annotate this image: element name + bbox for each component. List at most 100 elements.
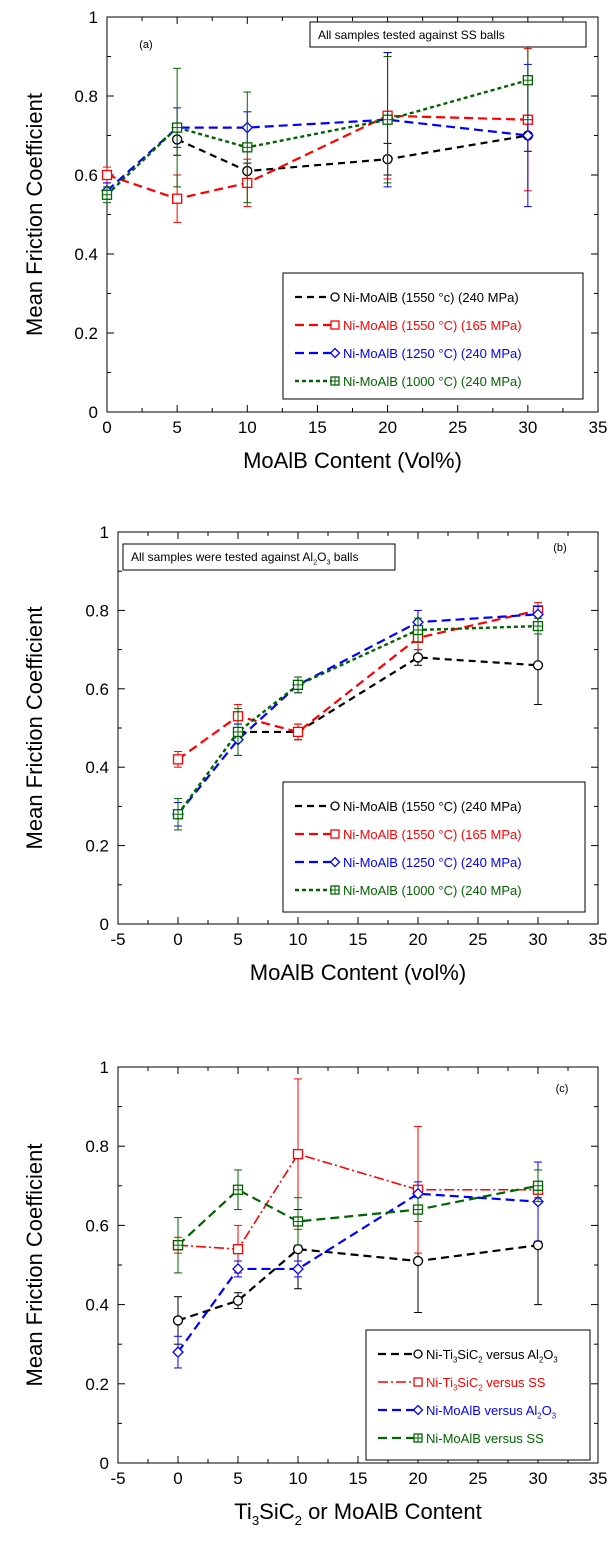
text-part: O xyxy=(542,1403,552,1418)
subscript-text: 3 xyxy=(453,1356,457,1365)
x-tick-label: 10 xyxy=(238,418,257,437)
y-tick-label: 0.8 xyxy=(85,601,109,620)
legend: Ni-MoAlB (1550 °C) (240 MPa) Ni-MoAlB (15… xyxy=(282,781,586,913)
x-tick-label: 20 xyxy=(409,930,428,949)
point-marker-square xyxy=(330,829,340,839)
x-tick-label: 5 xyxy=(233,930,242,949)
point-marker-square xyxy=(292,1148,304,1160)
text-part: Ni-MoAlB (1550 °C) (165 MPa) xyxy=(343,827,522,842)
text-part: Ni-MoAlB (1000 °C) (240 MPa) xyxy=(343,883,522,898)
y-tick-label: 0 xyxy=(100,915,109,934)
panel-label: (b) xyxy=(553,542,566,554)
y-tick-label: 0.4 xyxy=(85,758,109,777)
subscript-text: 2 xyxy=(313,557,317,566)
x-tick-label: 15 xyxy=(308,418,327,437)
series-2 xyxy=(101,52,534,208)
point-marker-square xyxy=(171,193,183,204)
x-tick-label: 0 xyxy=(173,930,182,949)
point-marker-square xyxy=(292,726,304,738)
series-3 xyxy=(172,617,544,831)
series-line xyxy=(177,1192,539,1353)
text-part: Ni-MoAlB versus Al xyxy=(426,1403,537,1418)
legend-entry-label: Ni-Ti3SiC2 versus Al2O3 xyxy=(426,1347,558,1365)
subscript-text: 2 xyxy=(295,1513,302,1528)
text-part: O xyxy=(317,550,326,564)
series-0 xyxy=(172,1185,544,1345)
subscript-text: 3 xyxy=(453,1384,457,1393)
series-line xyxy=(238,656,539,734)
x-tick-label: 20 xyxy=(378,418,397,437)
y-axis-label: Mean Friction Coefficient xyxy=(22,1144,47,1387)
legend: Ni-MoAlB (1550 °c) (240 MPa) Ni-MoAlB (15… xyxy=(282,272,584,400)
subscript-text: 2 xyxy=(539,1356,543,1365)
x-tick-label: 35 xyxy=(589,418,608,437)
series-line xyxy=(177,1244,539,1322)
x-tick-label: -5 xyxy=(110,930,125,949)
series-0 xyxy=(232,625,544,741)
legend-entry-label: Ni-MoAlB (1550 °C) (240 MPa) xyxy=(343,799,522,814)
text-part: SiC xyxy=(259,1499,295,1524)
subscript-text: 2 xyxy=(537,1412,541,1421)
point-marker-diamond xyxy=(521,129,534,142)
y-tick-label: 1 xyxy=(100,1058,109,1077)
text-part: All samples were tested against Al xyxy=(131,550,313,564)
legend-entry-label: Ni-MoAlB (1000 °C) (240 MPa) xyxy=(343,374,522,389)
point-marker-circle xyxy=(232,1295,244,1306)
text-part: O xyxy=(543,1347,553,1362)
y-tick-label: 0.2 xyxy=(85,1375,109,1394)
text-part: or MoAlB Content xyxy=(302,1499,482,1524)
text-part: Ni-MoAlB (1550 °C) (165 MPa) xyxy=(343,318,522,333)
point-marker-circle xyxy=(532,1240,544,1251)
legend-entry-label: Ni-MoAlB (1000 °C) (240 MPa) xyxy=(343,883,522,898)
x-tick-label: -5 xyxy=(110,1469,125,1488)
legend-entry-label: Ni-MoAlB (1550 °C) (165 MPa) xyxy=(343,827,522,842)
x-tick-label: 35 xyxy=(589,1469,608,1488)
legend-entry-label: Ni-MoAlB versus Al2O3 xyxy=(426,1403,556,1421)
y-tick-label: 0.6 xyxy=(85,1216,109,1235)
series-1 xyxy=(101,48,534,223)
point-marker-circle xyxy=(413,1349,423,1359)
point-marker-square xyxy=(232,1244,244,1255)
y-axis-label: Mean Friction Coefficient xyxy=(22,607,47,850)
text-part: Ni-MoAlB versus SS xyxy=(426,1431,544,1446)
y-tick-label: 0.2 xyxy=(74,324,98,343)
series-line xyxy=(177,1184,539,1247)
series-line xyxy=(106,79,529,196)
annotation-box xyxy=(309,21,587,48)
panel-label: (a) xyxy=(139,39,152,51)
subscript-text: 3 xyxy=(553,1356,557,1365)
legend-box xyxy=(365,1329,591,1461)
x-tick-label: 25 xyxy=(448,418,467,437)
text-part: balls xyxy=(330,550,358,564)
x-tick-label: 15 xyxy=(349,1469,368,1488)
point-marker-circle xyxy=(412,652,424,663)
x-tick-label: 30 xyxy=(529,1469,548,1488)
text-part: Ti xyxy=(234,1499,252,1524)
text-part: Ni-MoAlB (1550 °C) (240 MPa) xyxy=(343,799,522,814)
text-part: Ni-MoAlB (1250 °C) (240 MPa) xyxy=(343,855,522,870)
y-tick-label: 0.8 xyxy=(85,1137,109,1156)
subscript-text: 2 xyxy=(478,1384,482,1393)
text-part: Ni-MoAlB (1000 °C) (240 MPa) xyxy=(343,374,522,389)
subscript-text: 3 xyxy=(252,1513,259,1528)
annotation-text: All samples were tested against Al2O3 ba… xyxy=(131,550,358,566)
x-axis-label: Ti3SiC2 or MoAlB Content xyxy=(234,1499,481,1528)
panel-label: (c) xyxy=(556,1083,569,1095)
text-part: SiC xyxy=(457,1375,478,1390)
subscript-text: 3 xyxy=(326,557,330,566)
series-1 xyxy=(172,1078,544,1274)
text-part: versus Al xyxy=(483,1347,539,1362)
y-tick-label: 0.2 xyxy=(85,837,109,856)
annotation-box xyxy=(122,543,396,571)
point-marker-circle xyxy=(412,1255,424,1267)
series-line xyxy=(177,609,539,761)
point-marker-diamond xyxy=(172,1346,184,1359)
x-tick-label: 0 xyxy=(173,1469,182,1488)
x-tick-label: 5 xyxy=(172,418,181,437)
y-tick-label: 0 xyxy=(89,403,98,422)
